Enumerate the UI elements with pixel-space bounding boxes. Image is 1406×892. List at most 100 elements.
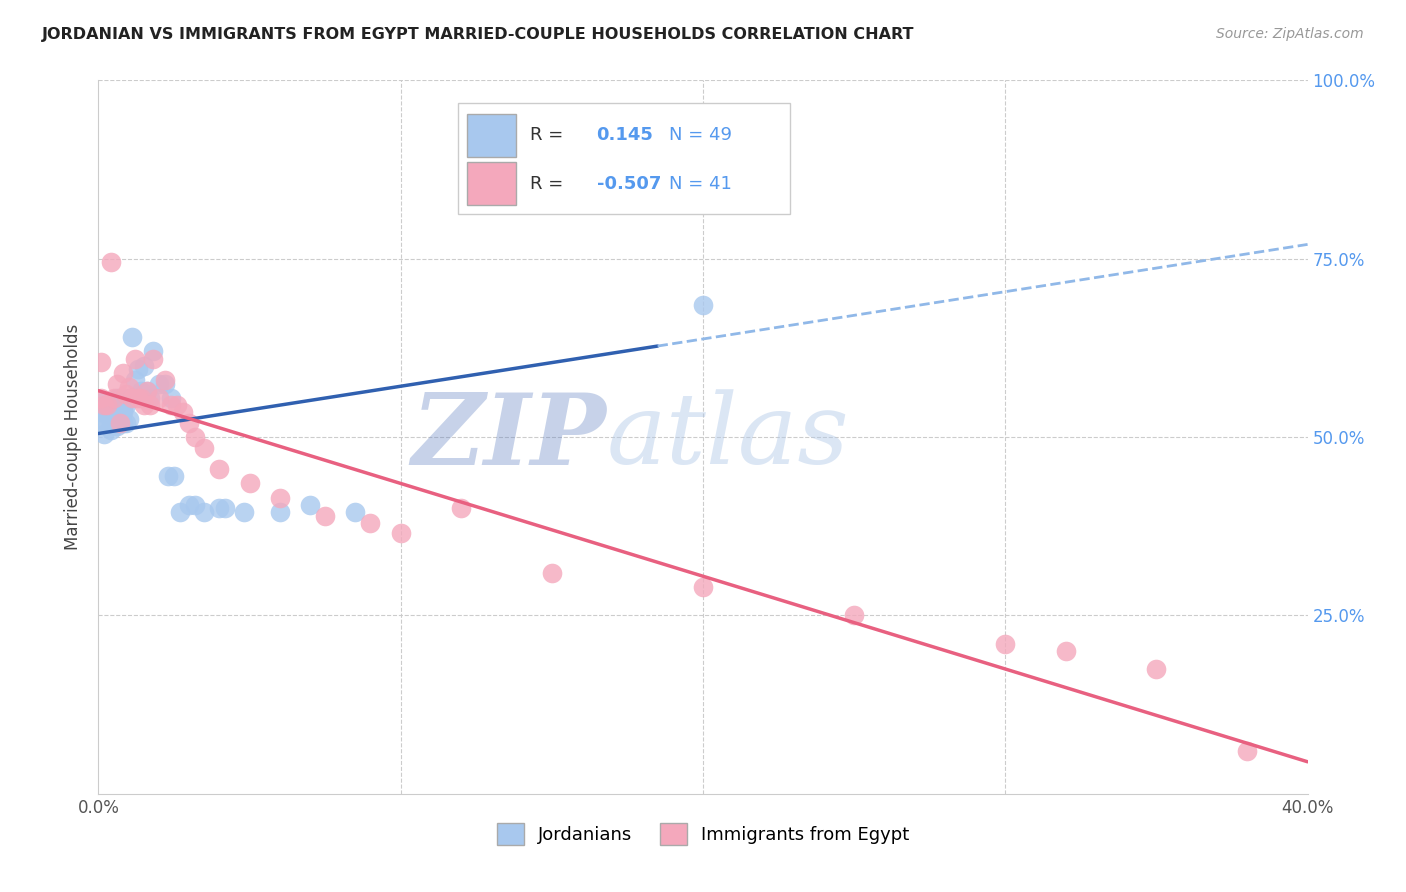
Point [103, 416, 125, 430]
Point [103, 391, 125, 405]
Point [96, 398, 118, 412]
Point [163, 469, 186, 483]
Point [153, 376, 176, 391]
Point [127, 362, 149, 376]
Point [450, 501, 472, 516]
Point [389, 526, 412, 541]
Point [299, 498, 322, 512]
Point [169, 505, 191, 519]
Point [232, 505, 254, 519]
Point [127, 391, 149, 405]
Point [129, 391, 152, 405]
Point [103, 398, 125, 412]
Text: atlas: atlas [606, 390, 849, 484]
Point [269, 491, 291, 505]
Legend: Jordanians, Immigrants from Egypt: Jordanians, Immigrants from Egypt [489, 816, 917, 853]
Point [108, 405, 131, 419]
Point [118, 391, 141, 405]
Point [692, 580, 714, 594]
Point [179, 498, 201, 512]
Point [108, 412, 131, 426]
Text: 0.145: 0.145 [596, 127, 654, 145]
Point [1236, 744, 1258, 758]
Point [208, 462, 231, 476]
Point [100, 255, 122, 269]
Point [111, 401, 134, 416]
Point [108, 401, 131, 416]
Point [108, 416, 131, 430]
Text: R =: R = [530, 127, 564, 145]
Point [208, 501, 231, 516]
Point [148, 376, 170, 391]
Point [114, 416, 136, 430]
Point [184, 430, 207, 444]
Point [96, 405, 118, 419]
Point [269, 505, 291, 519]
Point [105, 376, 128, 391]
Point [103, 405, 125, 419]
Point [156, 469, 179, 483]
Point [214, 501, 236, 516]
Point [118, 380, 141, 394]
Point [124, 351, 146, 366]
Point [540, 566, 562, 580]
FancyBboxPatch shape [457, 103, 790, 214]
Point [160, 398, 183, 412]
Text: JORDANIAN VS IMMIGRANTS FROM EGYPT MARRIED-COUPLE HOUSEHOLDS CORRELATION CHART: JORDANIAN VS IMMIGRANTS FROM EGYPT MARRI… [42, 27, 915, 42]
Point [1054, 644, 1077, 658]
Point [148, 391, 170, 405]
Point [105, 416, 128, 430]
Point [142, 344, 165, 359]
Point [111, 366, 134, 380]
Point [93, 394, 115, 409]
Point [139, 391, 162, 405]
Point [994, 637, 1017, 651]
Point [135, 384, 157, 398]
Point [105, 391, 128, 405]
Point [135, 384, 157, 398]
Point [1144, 662, 1167, 676]
Point [90, 391, 112, 405]
Point [111, 416, 134, 430]
Text: -0.507: -0.507 [596, 175, 661, 193]
Point [118, 412, 141, 426]
Point [121, 391, 143, 405]
Text: N = 49: N = 49 [669, 127, 733, 145]
FancyBboxPatch shape [467, 114, 516, 157]
Text: R =: R = [530, 175, 564, 193]
Point [93, 426, 115, 441]
Text: Source: ZipAtlas.com: Source: ZipAtlas.com [1216, 27, 1364, 41]
Point [314, 508, 336, 523]
Point [132, 398, 155, 412]
Point [90, 355, 112, 369]
Point [142, 351, 165, 366]
Point [692, 298, 714, 312]
Point [184, 498, 207, 512]
Text: N = 41: N = 41 [669, 175, 733, 193]
Point [105, 419, 128, 434]
Point [121, 330, 143, 344]
Text: ZIP: ZIP [412, 389, 606, 485]
Point [129, 384, 152, 398]
Point [114, 387, 136, 401]
Point [139, 398, 162, 412]
Point [160, 391, 183, 405]
Point [132, 359, 155, 373]
Point [193, 441, 215, 455]
Point [90, 416, 112, 430]
Point [114, 398, 136, 412]
Point [111, 405, 134, 419]
Point [360, 516, 382, 530]
Point [96, 398, 118, 412]
FancyBboxPatch shape [467, 162, 516, 205]
Point [153, 373, 176, 387]
Point [179, 416, 201, 430]
Point [844, 608, 866, 623]
Y-axis label: Married-couple Households: Married-couple Households [65, 324, 83, 550]
Point [172, 405, 194, 419]
Point [166, 398, 188, 412]
Point [124, 373, 146, 387]
Point [100, 423, 122, 437]
Point [100, 416, 122, 430]
Point [96, 416, 118, 430]
